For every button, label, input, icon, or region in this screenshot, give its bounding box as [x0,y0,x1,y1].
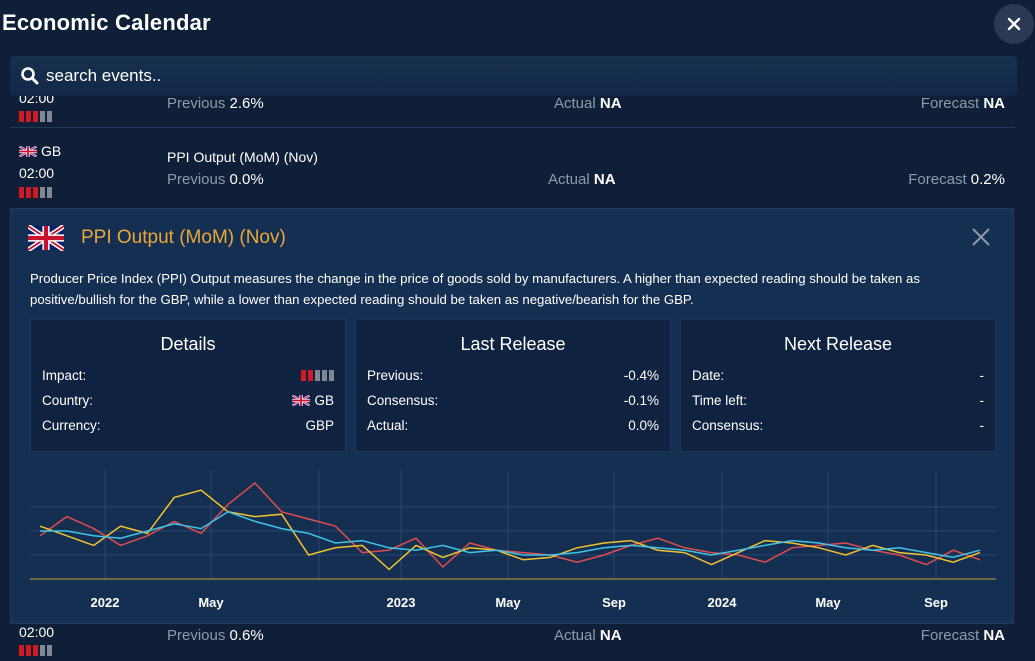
uk-flag-icon [28,225,64,251]
page-title: Economic Calendar [2,10,211,35]
chart-tick-label: May [198,595,224,610]
close-icon[interactable] [969,225,993,249]
event-detail-panel: PPI Output (MoM) (Nov) Producer Price In… [10,208,1014,624]
country-row: Country: GB [42,393,334,408]
event-row[interactable]: 02:00 Previous 2.6% Actual NA Forecast N… [0,96,1035,132]
date-row: Date: - [692,368,984,383]
event-row[interactable]: 02:00 Previous 0.6% Actual NA Forecast N… [0,624,1035,661]
card-title: Details [160,334,216,354]
event-previous: Previous 0.0% [167,171,264,188]
impact-indicator [301,370,334,381]
chart-tick-label: Sep [602,595,626,610]
search-input[interactable] [46,66,946,86]
chart-tick-label: Sep [924,595,948,610]
details-card: Details Impact: Country: GB Currency: [30,319,346,452]
event-time: 02:00 [19,96,55,106]
chart-tick-label: 2022 [91,595,120,610]
event-actual: Actual NA [554,627,622,644]
impact-indicator [19,187,52,198]
chart-tick-label: 2024 [708,595,738,610]
chart-tick-label: 2023 [387,595,416,610]
actual-row: Actual: 0.0% [367,418,659,433]
event-forecast: Forecast 0.2% [908,171,1005,188]
impact-row: Impact: [42,368,334,383]
close-button[interactable] [994,4,1034,44]
close-icon [1007,17,1021,31]
chart-tick-label: May [495,595,521,610]
card-title: Last Release [460,334,566,354]
event-previous: Previous 0.6% [167,627,264,644]
previous-row: Previous: -0.4% [367,368,659,383]
event-previous: Previous 2.6% [167,96,264,112]
chart-series-line-0 [39,481,981,569]
uk-flag-icon [292,395,311,406]
header: Economic Calendar [0,0,1035,52]
search-icon [21,67,39,85]
impact-indicator [19,111,52,122]
row-divider [10,127,1015,128]
event-time: 02:00 [19,624,55,640]
chart-series-line-2 [40,510,981,559]
time-left-row: Time left: - [692,393,984,408]
detail-title: PPI Output (MoM) (Nov) [81,227,286,248]
card-title: Next Release [783,334,893,354]
chart-tick-label: May [815,595,841,610]
consensus-row: Consensus: -0.1% [367,393,659,408]
last-release-card: Last Release Previous: -0.4% Consensus: -0… [355,319,671,452]
consensus-row: Consensus: - [692,418,984,433]
history-chart: 2022 May 2023 May Sep 2024 May Sep [30,471,996,610]
search-bar[interactable] [10,56,1017,96]
event-forecast: Forecast NA [920,627,1005,644]
event-country: GB [19,143,61,159]
uk-flag-icon [19,145,37,157]
event-name: PPI Output (MoM) (Nov) [167,149,318,165]
chart-series-line-1 [39,489,981,571]
next-release-card: Next Release Date: - Time left: - Consensu… [680,319,996,452]
event-forecast: Forecast NA [920,96,1005,112]
event-row[interactable]: GB 02:00 PPI Output (MoM) (Nov) Previous… [0,132,1035,208]
event-time: 02:00 [19,165,55,181]
event-actual: Actual NA [554,96,622,112]
event-actual: Actual NA [548,171,616,188]
impact-indicator [19,645,52,656]
detail-description: Producer Price Index (PPI) Output measur… [30,271,920,307]
currency-row: Currency: GBP [42,418,334,433]
